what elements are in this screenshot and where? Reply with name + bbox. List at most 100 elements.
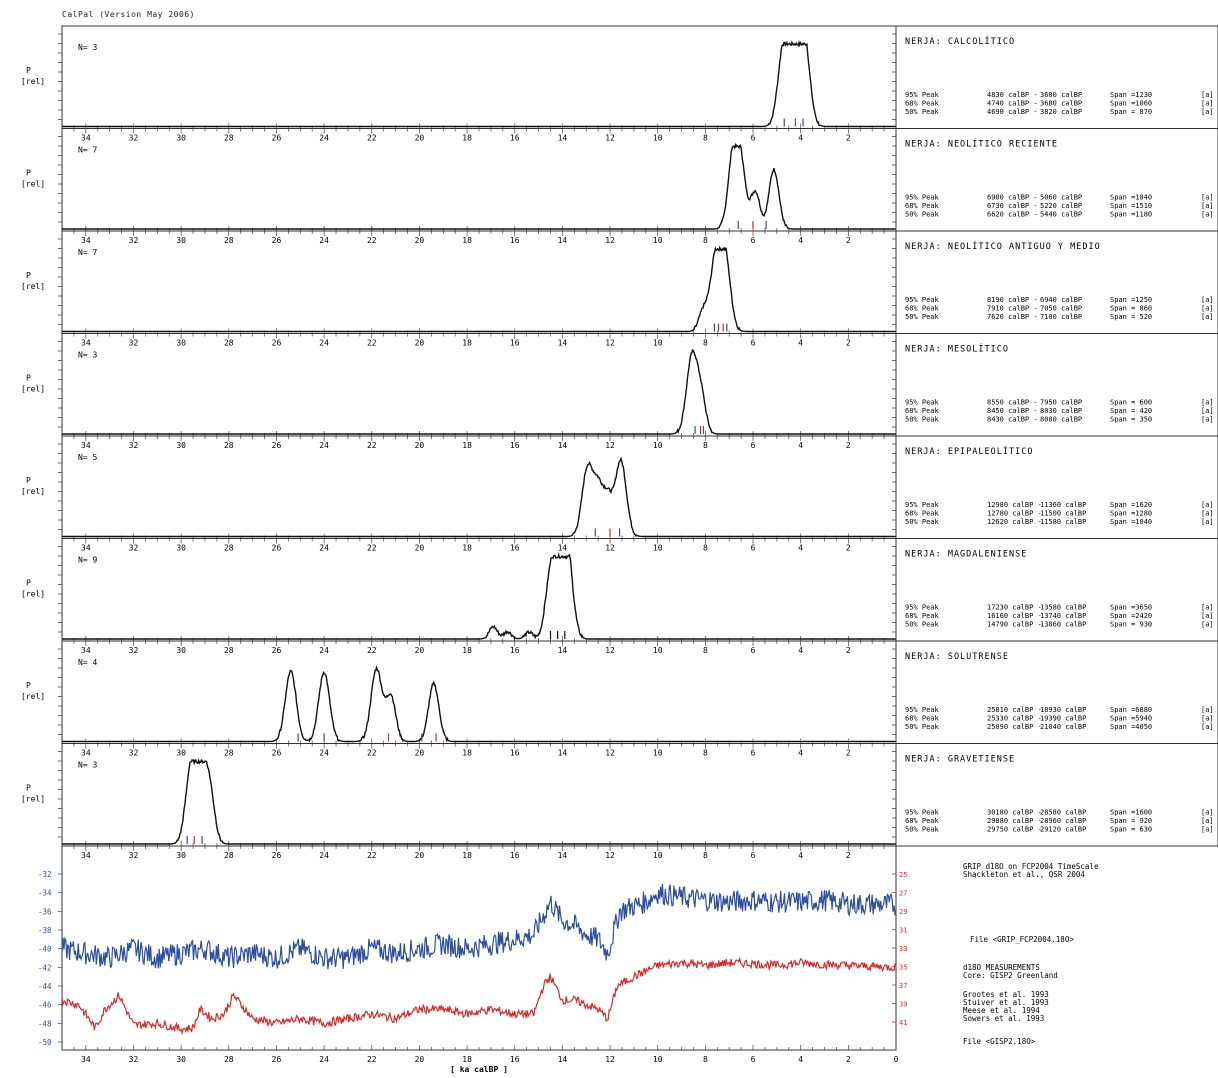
range-span: Span = 420 — [1110, 407, 1152, 415]
x-tick-label: 4 — [798, 544, 803, 553]
range-level: 68% Peak — [905, 100, 940, 108]
range-start: 12780 calBP - — [987, 510, 1042, 518]
range-end: 7950 calBP — [1040, 399, 1082, 407]
range-level: 95% Peak — [905, 706, 940, 714]
isotope-subtitle: Shackleton et al., QSR 2004 — [963, 870, 1085, 879]
x-tick-label: 4 — [798, 1055, 803, 1064]
x-tick-label: 10 — [653, 646, 663, 655]
x-tick-label: 30 — [176, 339, 186, 348]
x-tick-label: 12 — [605, 851, 615, 860]
x-tick-label: 6 — [751, 749, 756, 758]
x-tick-label: 30 — [176, 544, 186, 553]
x-tick-label: 32 — [129, 544, 139, 553]
y-axis-label-rel: [rel] — [21, 692, 45, 701]
density-curve — [62, 39, 896, 128]
panel-title: NERJA: CALCOLÍTICO — [905, 35, 1015, 47]
y-tick-right: 25 — [899, 871, 907, 879]
y-tick-right: 37 — [899, 982, 907, 990]
x-tick-label: 12 — [605, 441, 615, 450]
y-tick-right: 39 — [899, 1001, 907, 1009]
x-tick-label: 26 — [272, 646, 282, 655]
range-level: 50% Peak — [905, 211, 940, 219]
x-tick-label: 12 — [605, 544, 615, 553]
range-level: 50% Peak — [905, 416, 940, 424]
range-start: 25330 calBP - — [987, 715, 1042, 723]
range-start: 12980 calBP - — [987, 501, 1042, 509]
x-tick-label: 28 — [224, 134, 234, 143]
y-axis-label-p: P — [26, 374, 31, 383]
x-tick-label: 14 — [558, 544, 568, 553]
x-tick-label: 30 — [176, 749, 186, 758]
x-tick-label: 22 — [367, 851, 377, 860]
range-level: 68% Peak — [905, 612, 940, 620]
range-end: 28960 calBP — [1040, 817, 1086, 825]
range-level: 95% Peak — [905, 809, 940, 817]
range-span: Span = 630 — [1110, 826, 1152, 834]
x-tick-label: 26 — [272, 544, 282, 553]
x-tick-label: 8 — [703, 134, 708, 143]
x-tick-label: 26 — [272, 1055, 282, 1064]
y-tick-left: -44 — [38, 982, 52, 991]
range-end: 13740 calBP — [1040, 612, 1086, 620]
panel-title: NERJA: MESOLÍTICO — [905, 343, 1009, 355]
range-unit: [a] — [1201, 817, 1214, 825]
x-tick-label: 32 — [129, 441, 139, 450]
x-tick-label: 28 — [224, 851, 234, 860]
range-span: Span =1180 — [1110, 211, 1152, 219]
range-level: 50% Peak — [905, 621, 940, 629]
range-span: Span = 350 — [1110, 416, 1152, 424]
range-level: 95% Peak — [905, 194, 940, 202]
x-tick-label: 14 — [558, 339, 568, 348]
x-tick-label: 28 — [224, 544, 234, 553]
range-span: Span =1280 — [1110, 510, 1152, 518]
range-start: 30180 calBP - — [987, 809, 1042, 817]
range-start: 25090 calBP - — [987, 723, 1042, 731]
range-start: 29750 calBP - — [987, 826, 1042, 834]
range-span: Span = 520 — [1110, 313, 1152, 321]
x-tick-label: 18 — [462, 441, 472, 450]
x-tick-label: 16 — [510, 1055, 520, 1064]
x-tick-label: 16 — [510, 339, 520, 348]
reference: Stuiver et al. 1993 — [963, 998, 1049, 1007]
gisp2-d18o-series — [61, 956, 897, 1036]
x-tick-label: 34 — [81, 339, 91, 348]
range-start: 8190 calBP - — [987, 296, 1038, 304]
x-tick-label: 8 — [703, 544, 708, 553]
x-tick-label: 18 — [462, 236, 472, 245]
x-tick-label: 2 — [846, 339, 851, 348]
x-tick-label: 2 — [846, 134, 851, 143]
range-end: 18930 calBP — [1040, 706, 1086, 714]
isotope-title: GRIP d18O on FCP2004 TimeScale — [963, 862, 1099, 871]
reference: Sowers et al. 1993 — [963, 1014, 1044, 1023]
x-tick-label: 34 — [81, 134, 91, 143]
x-tick-label: 26 — [272, 749, 282, 758]
x-tick-label: 28 — [224, 749, 234, 758]
range-start: 8430 calBP - — [987, 416, 1038, 424]
range-start: 29880 calBP - — [987, 817, 1042, 825]
range-unit: [a] — [1201, 518, 1214, 526]
x-tick-label: 18 — [462, 851, 472, 860]
x-tick-label: 6 — [751, 134, 756, 143]
range-start: 12620 calBP - — [987, 518, 1042, 526]
x-tick-label: 22 — [367, 441, 377, 450]
y-axis-label-p: P — [26, 681, 31, 690]
range-span: Span = 860 — [1110, 305, 1152, 313]
range-end: 7050 calBP — [1040, 305, 1082, 313]
x-tick-label: 34 — [81, 646, 91, 655]
x-tick-label: 10 — [653, 851, 663, 860]
range-span: Span = 920 — [1110, 817, 1152, 825]
range-span: Span =4050 — [1110, 723, 1152, 731]
x-tick-label: 14 — [558, 441, 568, 450]
range-level: 95% Peak — [905, 604, 940, 612]
range-end: 7100 calBP — [1040, 313, 1082, 321]
x-tick-label: 30 — [176, 134, 186, 143]
x-tick-label: 30 — [176, 1055, 186, 1064]
y-tick-left: -38 — [38, 926, 52, 935]
x-tick-label: 30 — [176, 646, 186, 655]
x-tick-label: 22 — [367, 134, 377, 143]
x-tick-label: 32 — [129, 851, 139, 860]
x-tick-label: 6 — [751, 339, 756, 348]
x-tick-label: 16 — [510, 544, 520, 553]
x-tick-label: 24 — [319, 236, 329, 245]
range-span: Span =1840 — [1110, 194, 1152, 202]
